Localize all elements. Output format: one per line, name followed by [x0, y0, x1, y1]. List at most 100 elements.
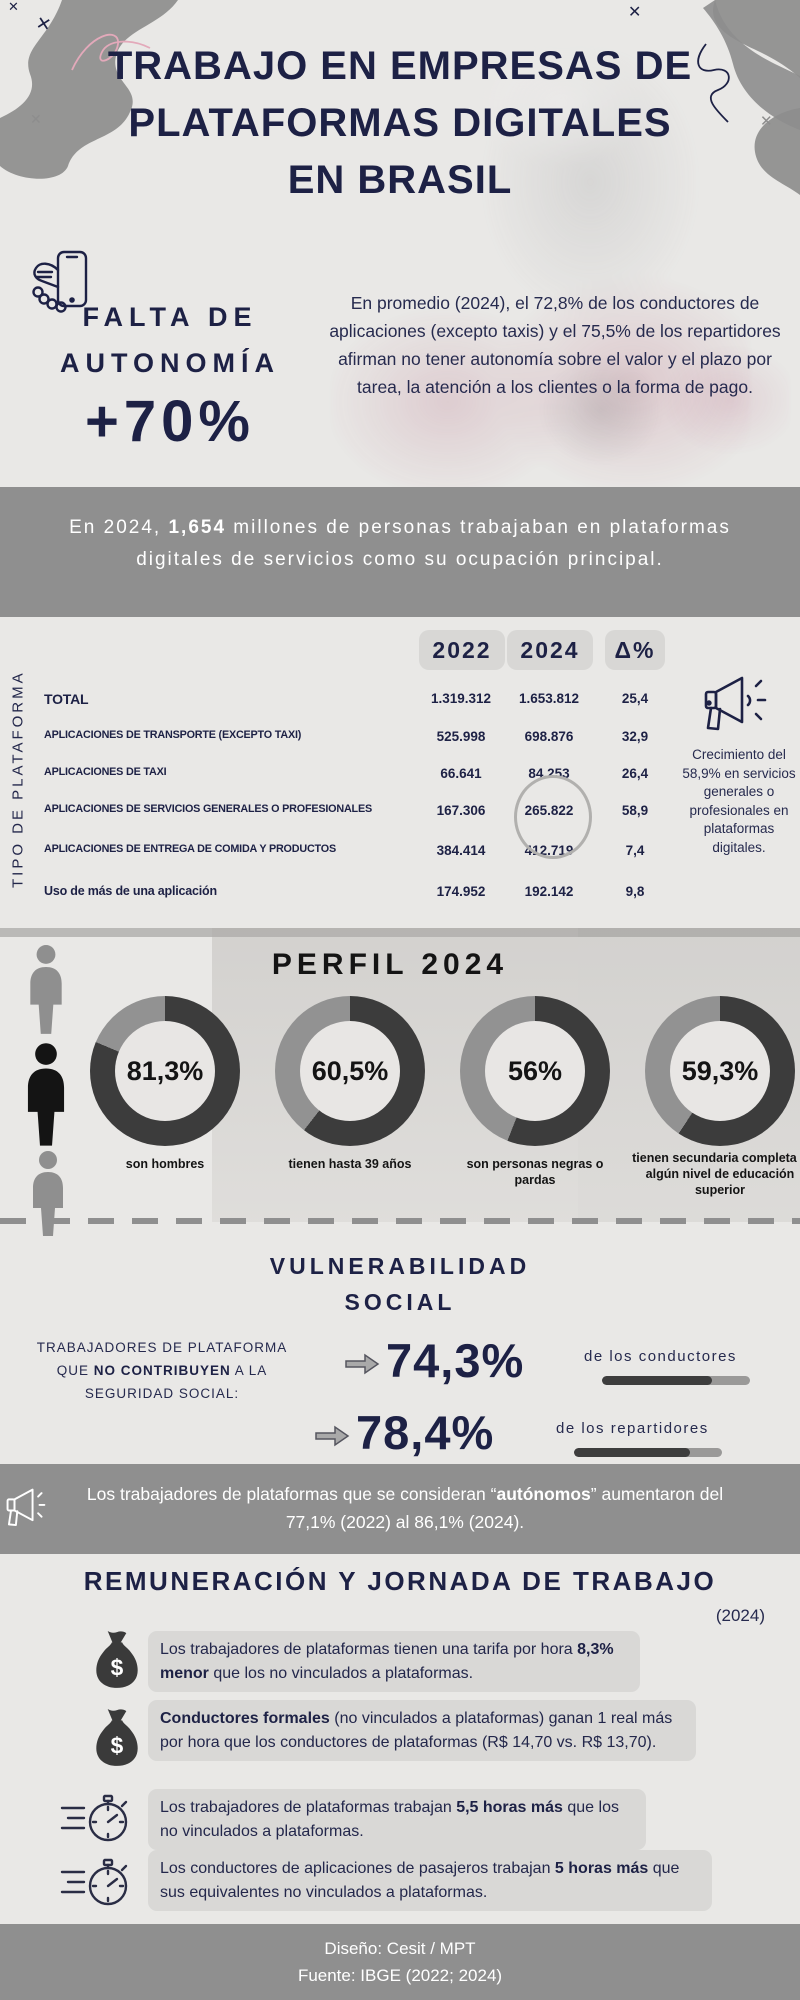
vulnerability-value: 74,3%: [386, 1334, 525, 1387]
remuneration-year: (2024): [715, 1606, 765, 1625]
autonomy-heading-line: AUTONOMÍA: [60, 348, 280, 378]
table-row: APLICACIONES DE SERVICIOS GENERALES O PR…: [0, 803, 800, 823]
remuneration-item-text: Los trabajadores de plataformas trabajan…: [148, 1789, 646, 1850]
page-title-line: TRABAJO EN EMPRESAS DE: [107, 44, 693, 88]
vulnerability-title-line: SOCIAL: [344, 1289, 456, 1315]
donut-caption: tienen hasta 39 años: [288, 1157, 412, 1171]
autonomos-banner: Los trabajadores de plataformas que se c…: [0, 1464, 800, 1554]
donut-caption: son hombres: [125, 1157, 205, 1171]
x-mark-icon: ✕: [8, 0, 19, 15]
donut-value: 56%: [485, 1021, 585, 1121]
donut-value: 59,3%: [670, 1021, 770, 1121]
autonomy-heading-line: FALTA DE: [82, 302, 258, 332]
row-label: TOTAL: [44, 691, 89, 707]
photo-band-edge: [0, 928, 800, 937]
donut-chart-age: 60,5%: [275, 996, 425, 1146]
row-label: Uso de más de una aplicación: [44, 884, 217, 898]
vulnerability-suffix: de los conductores: [584, 1348, 737, 1365]
person-icon-gray: [30, 945, 62, 1034]
donut-chart-education: 59,3%: [645, 996, 795, 1146]
headline-banner-text: En 2024, 1,654 millones de personas trab…: [69, 517, 731, 570]
svg-text:$: $: [111, 1733, 124, 1759]
donut-chart-men: 81,3%: [90, 996, 240, 1146]
cell-delta: 26,4: [621, 766, 649, 781]
right-arrow-icon: [345, 1353, 380, 1375]
person-icon-gray: [33, 1151, 63, 1236]
table-column-header-2024: 2024: [507, 630, 593, 670]
page-title-line: PLATAFORMAS DIGITALES: [128, 101, 672, 145]
autonomy-big-number: +70%: [85, 389, 255, 454]
faded-motorbike-photo: [330, 50, 750, 490]
donut-value: 60,5%: [300, 1021, 400, 1121]
cell-delta: 9,8: [625, 884, 645, 899]
megaphone-icon: [704, 676, 767, 731]
page-title: TRABAJO EN EMPRESAS DE PLATAFORMAS DIGIT…: [0, 38, 800, 209]
progress-fill: [602, 1376, 712, 1385]
donut-caption: son personas negras o pardas: [466, 1157, 604, 1187]
footer-bar: Diseño: Cesit / MPT Fuente: IBGE (2022; …: [0, 1924, 800, 2000]
remuneration-title: REMUNERACIÓN Y JORNADA DE TRABAJO: [83, 1566, 717, 1596]
footer-source: Fuente: IBGE (2022; 2024): [297, 1966, 503, 1985]
cell-2024: 192.142: [524, 884, 574, 899]
cell-delta: 58,9: [621, 803, 649, 818]
autonomos-banner-text: Los trabajadores de plataformas que se c…: [86, 1484, 724, 1532]
footer-design-credit: Diseño: Cesit / MPT: [324, 1939, 476, 1958]
donut-chart-race: 56%: [460, 996, 610, 1146]
pink-squiggle: [71, 33, 151, 71]
cell-2022: 384.414: [436, 843, 486, 858]
vulnerability-value: 78,4%: [356, 1406, 495, 1459]
money-bag-icon: $: [96, 1709, 138, 1766]
growth-note: Crecimiento del 58,9% en servicios gener…: [682, 747, 796, 855]
cell-delta: 25,4: [621, 691, 649, 706]
megaphone-icon-white: [6, 1488, 46, 1527]
progress-bar-repartidores: [574, 1448, 722, 1457]
table-column-header-2022: 2022: [419, 630, 505, 670]
row-label: APLICACIONES DE SERVICIOS GENERALES O PR…: [44, 803, 372, 815]
table-row: Uso de más de una aplicación 174.952 192…: [0, 884, 800, 904]
page-title-line: EN BRASIL: [287, 158, 513, 202]
remuneration-item-text: Conductores formales (no vinculados a pl…: [148, 1700, 696, 1761]
x-mark-icon: ✕: [760, 112, 773, 130]
corner-blob-top-left: [0, 0, 178, 179]
row-label: APLICACIONES DE ENTREGA DE COMIDA Y PROD…: [44, 843, 336, 855]
cell-delta: 7,4: [625, 843, 645, 858]
progress-fill: [574, 1448, 691, 1457]
vulnerability-label: TRABAJADORES DE PLATAFORMA QUE NO CONTRI…: [36, 1340, 288, 1401]
table-column-header-delta: Δ%: [605, 630, 665, 670]
row-label: APLICACIONES DE TRANSPORTE (EXCEPTO TAXI…: [44, 729, 302, 741]
dashed-divider: [0, 1218, 800, 1224]
faded-motorbike-photo: [520, 300, 790, 500]
x-mark-icon: ✕: [30, 112, 42, 128]
svg-text:$: $: [111, 1655, 124, 1681]
cell-2024: 698.876: [524, 729, 574, 744]
autonomy-heading: FALTA DE AUTONOMÍA: [30, 294, 310, 386]
profile-title: PERFIL 2024: [271, 948, 509, 981]
money-bag-icon: $: [96, 1631, 138, 1688]
cell-2024: 1.653.812: [518, 691, 580, 706]
donut-caption: tienen secundaria completa o algún nivel…: [632, 1151, 800, 1197]
stopwatch-icon: [60, 1794, 128, 1842]
table-row: TOTAL 1.319.312 1.653.812 25,4: [0, 691, 800, 711]
row-label: APLICACIONES DE TAXI: [44, 766, 167, 778]
highlight-ellipse: [514, 775, 592, 859]
cell-2022: 1.319.312: [430, 691, 492, 706]
cell-delta: 32,9: [621, 729, 649, 744]
vulnerability-title-line: VULNERABILIDAD: [269, 1253, 531, 1279]
stopwatch-icon: [60, 1858, 128, 1906]
headline-banner: En 2024, 1,654 millones de personas trab…: [0, 487, 800, 617]
cell-2022: 167.306: [436, 803, 486, 818]
cell-2022: 174.952: [436, 884, 486, 899]
corner-blob-top-right: [615, 0, 800, 195]
person-icon-black: [27, 1043, 65, 1146]
cell-2022: 66.641: [440, 766, 482, 781]
vulnerability-suffix: de los repartidores: [556, 1420, 709, 1437]
cell-2022: 525.998: [436, 729, 486, 744]
remuneration-item-text: Los conductores de aplicaciones de pasaj…: [148, 1850, 712, 1911]
remuneration-item-text: Los trabajadores de plataformas tienen u…: [148, 1631, 640, 1692]
vulnerability-title: VULNERABILIDAD SOCIAL: [0, 1248, 800, 1320]
x-mark-icon: ✕: [628, 2, 642, 21]
table-row: APLICACIONES DE TRANSPORTE (EXCEPTO TAXI…: [0, 729, 800, 749]
donut-value: 81,3%: [115, 1021, 215, 1121]
autonomy-paragraph: En promedio (2024), el 72,8% de los cond…: [329, 293, 781, 397]
